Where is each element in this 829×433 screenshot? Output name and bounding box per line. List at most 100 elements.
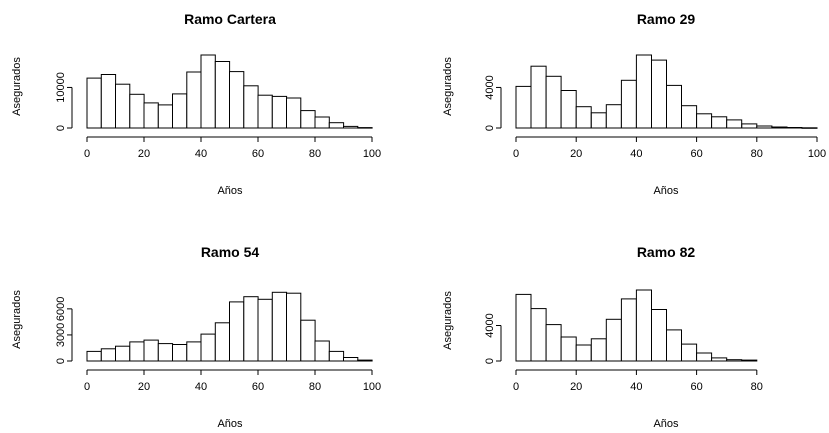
x-tick-label: 40 bbox=[195, 148, 207, 160]
y-tick-label: 10000 bbox=[55, 72, 67, 103]
histogram-bar bbox=[100, 74, 117, 129]
histogram-bar bbox=[257, 298, 273, 362]
histogram-bar bbox=[328, 350, 345, 362]
histogram-bar bbox=[157, 343, 174, 362]
histogram-bar bbox=[620, 298, 637, 362]
histogram-bar bbox=[186, 341, 202, 362]
x-axis-label: Años bbox=[217, 418, 243, 430]
histogram-bar bbox=[726, 359, 743, 362]
x-tick-label: 80 bbox=[309, 381, 321, 393]
histogram-bar bbox=[357, 359, 373, 362]
y-axis-label: Asegurados bbox=[442, 57, 454, 116]
y-tick-label: 4000 bbox=[484, 75, 496, 99]
y-axis-label: Asegurados bbox=[442, 291, 454, 350]
y-axis-label: Asegurados bbox=[11, 57, 23, 116]
x-tick-label: 20 bbox=[570, 381, 582, 393]
histogram-bar bbox=[560, 336, 577, 362]
x-tick-label: 100 bbox=[363, 381, 381, 393]
histogram-panel: Ramo 82 0 20 40 60 80 0 4000 Años Asegurados bbox=[442, 244, 763, 430]
histogram-bar bbox=[741, 359, 758, 362]
histogram-bar bbox=[711, 116, 728, 129]
x-tick-label: 40 bbox=[195, 381, 207, 393]
histogram-bar bbox=[286, 97, 302, 129]
histogram-bar bbox=[771, 126, 788, 129]
histogram-bar bbox=[635, 54, 653, 129]
histogram-bar bbox=[343, 357, 359, 362]
x-tick-label: 100 bbox=[808, 148, 826, 160]
histogram-bar bbox=[129, 93, 145, 129]
histogram-bar bbox=[605, 318, 622, 362]
histogram-bar bbox=[86, 77, 102, 129]
x-tick-label: 0 bbox=[513, 148, 519, 160]
histogram-bar bbox=[651, 59, 667, 129]
chart-title: Ramo 54 bbox=[201, 244, 260, 260]
histogram-bar bbox=[696, 352, 713, 362]
histogram-bar bbox=[786, 127, 803, 129]
y-tick-label: 4000 bbox=[484, 313, 496, 337]
histogram-bar bbox=[100, 348, 117, 362]
histogram-bar bbox=[314, 340, 330, 362]
histogram-bar bbox=[243, 296, 259, 362]
histogram-bar bbox=[545, 324, 562, 362]
x-tick-label: 80 bbox=[751, 381, 763, 393]
histogram-bar bbox=[620, 79, 637, 129]
histogram-bar bbox=[157, 104, 174, 129]
histogram-bar bbox=[651, 309, 667, 362]
x-tick-label: 60 bbox=[690, 148, 702, 160]
histogram-bar bbox=[143, 339, 159, 362]
x-tick-label: 60 bbox=[690, 381, 702, 393]
x-tick-label: 40 bbox=[630, 148, 642, 160]
histogram-bar bbox=[243, 85, 259, 129]
histogram-bar bbox=[681, 343, 698, 362]
x-tick-label: 60 bbox=[252, 148, 264, 160]
histogram-bar bbox=[575, 344, 592, 362]
histogram-bar bbox=[666, 84, 682, 129]
histogram-bar bbox=[515, 293, 532, 362]
x-axis-label: Años bbox=[653, 185, 679, 197]
histogram-bar bbox=[229, 301, 245, 362]
histogram-bar bbox=[229, 71, 245, 129]
histogram-bar bbox=[200, 54, 216, 129]
histogram-bar bbox=[635, 289, 653, 362]
y-axis-label: Asegurados bbox=[11, 290, 23, 349]
histogram-bar bbox=[271, 291, 288, 362]
histogram-panel: Ramo 29 0 20 40 60 80 100 0 4000 Años Asegurados bbox=[442, 11, 826, 197]
x-tick-label: 0 bbox=[513, 381, 519, 393]
histogram-bar bbox=[756, 125, 773, 129]
histogram-bar bbox=[575, 106, 592, 129]
x-tick-label: 60 bbox=[252, 381, 264, 393]
x-axis-label: Años bbox=[653, 418, 679, 430]
histogram-bar bbox=[590, 338, 607, 362]
histogram-bar bbox=[86, 350, 102, 362]
histogram-bar bbox=[605, 104, 622, 129]
histogram-bar bbox=[115, 83, 131, 129]
chart-title: Ramo 82 bbox=[637, 244, 696, 260]
histogram-bar bbox=[172, 93, 188, 129]
histogram-bar bbox=[214, 322, 231, 362]
y-tick-label: 6000 bbox=[55, 297, 67, 321]
y-tick-label: 0 bbox=[484, 125, 496, 131]
histogram-bar bbox=[300, 110, 316, 129]
x-axis-label: Años bbox=[217, 185, 243, 197]
histogram-bar bbox=[271, 95, 288, 129]
x-tick-label: 20 bbox=[570, 148, 582, 160]
y-tick-label: 0 bbox=[55, 125, 67, 131]
x-tick-label: 0 bbox=[84, 148, 90, 160]
histogram-bar bbox=[726, 119, 743, 129]
x-tick-label: 80 bbox=[309, 148, 321, 160]
y-tick-label: 3000 bbox=[55, 323, 67, 347]
histogram-bar bbox=[545, 75, 562, 129]
histogram-bar bbox=[200, 333, 216, 362]
histogram-bar bbox=[172, 344, 188, 362]
histogram-bar bbox=[343, 125, 359, 129]
histogram-bar bbox=[357, 127, 373, 129]
histogram-bar bbox=[300, 319, 316, 362]
x-tick-label: 80 bbox=[751, 148, 763, 160]
histogram-bar bbox=[143, 102, 159, 129]
histogram-bar bbox=[115, 345, 131, 362]
histogram-bar bbox=[696, 113, 713, 129]
y-tick-label: 0 bbox=[484, 358, 496, 364]
chart-title: Ramo 29 bbox=[637, 11, 696, 27]
histogram-bar bbox=[801, 127, 818, 129]
